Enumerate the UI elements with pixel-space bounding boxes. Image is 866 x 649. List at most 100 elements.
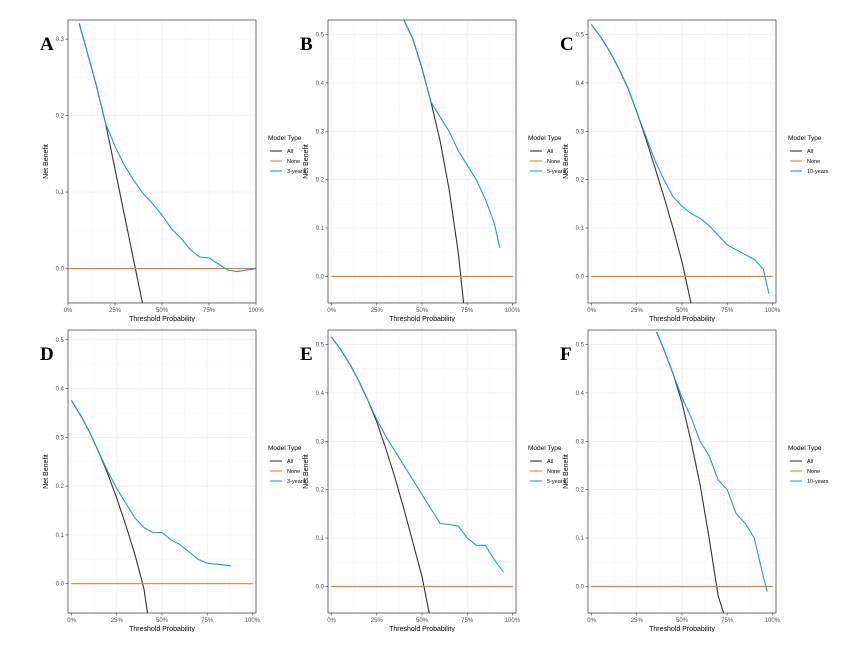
y-tick-label: 0.3 bbox=[56, 435, 65, 441]
series-line-all bbox=[591, 24, 692, 303]
legend-label-none: None bbox=[807, 159, 820, 165]
plot-area bbox=[591, 24, 773, 303]
panel-F: F 0% 25% 50% 75% 100% 0.0 0.1 0.2 0.3 0.4 0.5 Thresh… bbox=[560, 322, 845, 642]
x-tick-label: 25% bbox=[111, 618, 124, 624]
x-tick-label: 75% bbox=[721, 618, 734, 624]
x-tick-label: 50% bbox=[416, 308, 429, 314]
series-line-all bbox=[656, 331, 725, 613]
plot-frame bbox=[587, 329, 777, 614]
y-tick-label: 0.5 bbox=[56, 338, 65, 344]
legend-label-all: All bbox=[547, 149, 553, 155]
y-axis-title: Net Benefit bbox=[563, 454, 570, 489]
legend-label-10-years: 10-years bbox=[807, 169, 829, 175]
y-tick-label: 0.4 bbox=[316, 81, 325, 87]
x-axis-title: Threshold Probability bbox=[129, 316, 195, 322]
series-line-5-years bbox=[403, 20, 501, 248]
y-tick-label: 0.0 bbox=[576, 274, 585, 280]
x-tick-label: 75% bbox=[461, 308, 474, 314]
y-tick-label: 0.1 bbox=[56, 190, 65, 196]
y-axis-title: Net Benefit bbox=[303, 454, 310, 489]
x-axis-title: Threshold Probability bbox=[389, 316, 455, 322]
y-tick-label: 0.5 bbox=[576, 33, 585, 39]
plot-area bbox=[331, 20, 513, 303]
y-tick-label: 0.4 bbox=[316, 391, 325, 397]
x-tick-label: 75% bbox=[201, 618, 214, 624]
x-tick-label: 75% bbox=[203, 308, 216, 314]
series-line-all bbox=[78, 23, 143, 303]
legend-label-all: All bbox=[287, 149, 293, 155]
plot-frame bbox=[327, 19, 517, 304]
legend: Model Type All None 10-years bbox=[788, 445, 829, 485]
panel-E: E 0% 25% 50% 75% 100% 0.0 0.1 0.2 0.3 0.4 0.5 Thresh… bbox=[300, 322, 585, 642]
x-axis-title: Threshold Probability bbox=[649, 626, 715, 632]
legend-title: Model Type bbox=[268, 445, 302, 452]
y-tick-label: 0.1 bbox=[576, 226, 585, 232]
series-line-all bbox=[71, 400, 149, 613]
series-line-all bbox=[403, 20, 465, 303]
y-axis-title: Net Benefit bbox=[563, 144, 570, 179]
legend-label-all: All bbox=[287, 459, 293, 465]
series-line-5-years bbox=[331, 336, 504, 573]
y-axis-title: Net Benefit bbox=[43, 454, 50, 489]
y-tick-label: 0.2 bbox=[316, 488, 325, 494]
chart-svg-F: 0% 25% 50% 75% 100% 0.0 0.1 0.2 0.3 0.4 0.5 Thresho… bbox=[563, 329, 829, 632]
panel-letter-B: B bbox=[300, 34, 313, 55]
y-tick-label: 0.0 bbox=[576, 584, 585, 590]
x-tick-label: 100% bbox=[765, 618, 781, 624]
series-line-10-years bbox=[656, 331, 768, 592]
y-axis-title: Net Benefit bbox=[303, 144, 310, 179]
y-tick-label: 0.4 bbox=[56, 387, 65, 393]
legend-label-all: All bbox=[807, 459, 813, 465]
chart-svg-A: 0% 25% 50% 75% 100% 0.0 0.1 0.2 0.3 Threshold Pro… bbox=[43, 19, 306, 322]
y-axis-title: Net Benefit bbox=[43, 144, 50, 179]
y-tick-label: 0.3 bbox=[316, 129, 325, 135]
plot-frame bbox=[587, 19, 777, 304]
series-line-10-years bbox=[591, 24, 770, 294]
y-tick-label: 0.0 bbox=[316, 584, 325, 590]
chart-svg-C: 0% 25% 50% 75% 100% 0.0 0.1 0.2 0.3 0.4 0.5 Thresho… bbox=[563, 19, 829, 322]
legend-title: Model Type bbox=[528, 135, 562, 142]
x-tick-label: 50% bbox=[156, 308, 169, 314]
legend-label-3-years: 3-years bbox=[287, 169, 306, 175]
x-axis-title: Threshold Probability bbox=[389, 626, 455, 632]
x-tick-label: 0% bbox=[64, 308, 73, 314]
x-tick-label: 0% bbox=[587, 618, 596, 624]
panel-letter-A: A bbox=[40, 34, 54, 55]
y-tick-label: 0.4 bbox=[576, 391, 585, 397]
panel-A: A 0% 25% 50% 75% 100% 0.0 0.1 0.2 0.3 Threshold Pr… bbox=[40, 12, 325, 332]
y-tick-label: 0.3 bbox=[576, 439, 585, 445]
x-tick-label: 25% bbox=[109, 308, 122, 314]
y-tick-label: 0.0 bbox=[56, 582, 65, 588]
x-tick-label: 75% bbox=[461, 618, 474, 624]
legend-label-none: None bbox=[287, 159, 300, 165]
panel-C: C 0% 25% 50% 75% 100% 0.0 0.1 0.2 0.3 0.4 0.5 Thresh… bbox=[560, 12, 845, 332]
plot-frame bbox=[67, 19, 257, 304]
x-axis-title: Threshold Probability bbox=[129, 626, 195, 632]
series-line-3-years bbox=[78, 23, 256, 273]
x-tick-label: 50% bbox=[676, 618, 689, 624]
legend-label-5-years: 5-years bbox=[547, 479, 566, 485]
x-tick-label: 25% bbox=[631, 308, 644, 314]
legend: Model Type All None 5-years bbox=[528, 135, 566, 175]
y-tick-label: 0.3 bbox=[316, 439, 325, 445]
chart-svg-B: 0% 25% 50% 75% 100% 0.0 0.1 0.2 0.3 0.4 0.5 Thresho… bbox=[303, 19, 566, 322]
plot-area bbox=[331, 336, 513, 613]
plot-area bbox=[71, 400, 253, 613]
x-tick-label: 50% bbox=[416, 618, 429, 624]
legend: Model Type All None 5-years bbox=[528, 445, 566, 485]
legend-title: Model Type bbox=[528, 445, 562, 452]
panel-letter-D: D bbox=[40, 344, 54, 365]
plot-frame bbox=[327, 329, 517, 614]
x-tick-label: 100% bbox=[505, 618, 521, 624]
x-tick-label: 100% bbox=[248, 308, 264, 314]
y-tick-label: 0.2 bbox=[576, 178, 585, 184]
y-tick-label: 0.1 bbox=[316, 536, 325, 542]
y-tick-label: 0.3 bbox=[576, 129, 585, 135]
x-axis-title: Threshold Probability bbox=[649, 316, 715, 322]
legend: Model Type All None 3-years bbox=[268, 135, 306, 175]
legend-label-3-years: 3-years bbox=[287, 479, 306, 485]
legend-label-all: All bbox=[547, 459, 553, 465]
y-tick-label: 0.5 bbox=[316, 33, 325, 39]
legend-label-none: None bbox=[807, 469, 820, 475]
legend-label-all: All bbox=[807, 149, 813, 155]
